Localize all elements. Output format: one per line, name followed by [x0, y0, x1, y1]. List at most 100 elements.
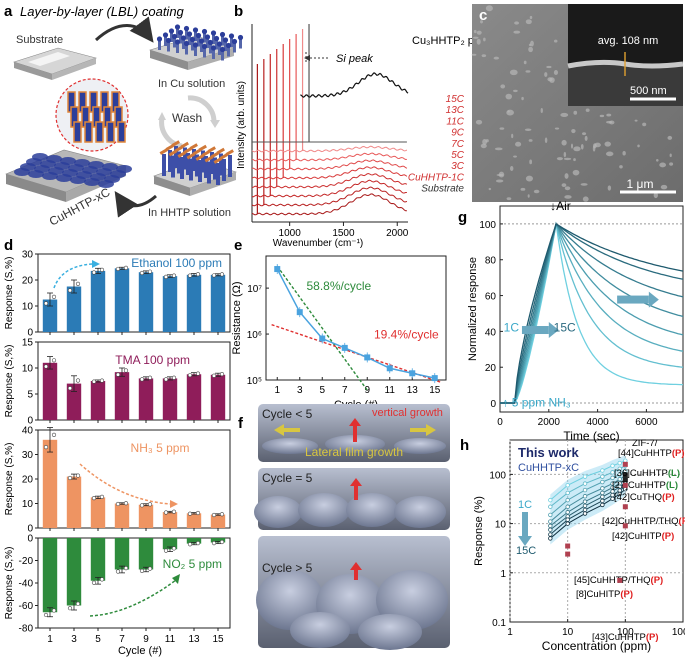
- sem-grain: [499, 127, 505, 130]
- d-replicate-point: [139, 270, 145, 276]
- cu-pillar: [203, 47, 206, 58]
- h-literature-point: [622, 482, 628, 488]
- b-xtick-label: 1500: [332, 228, 355, 239]
- zoom-column: [84, 121, 93, 143]
- d-replicate-point: [43, 612, 49, 618]
- cu-ion-dot: [165, 37, 172, 44]
- h-this-work-point: [600, 474, 605, 479]
- spectrum-trace: [251, 186, 408, 207]
- hhtp-block: [153, 140, 237, 196]
- sem-grain: [585, 108, 590, 112]
- sem-grain: [475, 119, 483, 125]
- hhtp-pillar: [228, 155, 232, 177]
- cu-ion-dot: [216, 41, 223, 47]
- sem-grain: [560, 112, 569, 118]
- g-trend-arrow-body: [617, 295, 649, 304]
- hhtp-pillar: [222, 159, 226, 181]
- h-this-work-point: [548, 532, 553, 537]
- b-trace-label: 13C: [446, 105, 465, 116]
- e-data-point: [341, 344, 348, 351]
- d-replicate-point: [195, 541, 201, 546]
- d-replicate-point: [187, 542, 193, 547]
- cu-pillar: [197, 36, 200, 47]
- hhtp-ligand: [177, 151, 186, 158]
- h-literature-tag: (P): [679, 516, 685, 527]
- d-replicate-point: [187, 373, 193, 378]
- cu-pillar: [158, 40, 161, 50]
- film-dome: [46, 155, 62, 163]
- d-replicate-point: [195, 371, 201, 376]
- d-replicate-point: [67, 386, 73, 391]
- substrate-label: Substrate: [16, 34, 63, 46]
- d-replicate-point: [219, 272, 225, 277]
- panel-a-title: Layer-by-layer (LBL) coating: [20, 4, 185, 19]
- d-frame: [37, 253, 231, 333]
- d-replicate-point: [171, 375, 177, 380]
- e-data-point: [319, 335, 326, 342]
- cu-pillar: [227, 46, 230, 57]
- spectrum-trace: [251, 172, 408, 189]
- hhtp-ligand: [204, 155, 213, 163]
- panel-c-letter: c: [479, 7, 487, 24]
- e-xtick-label: 3: [297, 385, 303, 396]
- hhtp-pillar: [207, 161, 211, 184]
- d-replicate-point: [91, 580, 97, 585]
- powder-trace: [300, 72, 409, 98]
- cu-ion-dot: [219, 31, 226, 38]
- h-this-work-point: [600, 502, 605, 508]
- sem-grain: [530, 40, 534, 47]
- d-replicate-point: [123, 368, 129, 373]
- g-response-curve: [500, 222, 684, 404]
- h-literature-label: [45]CuHHTP/THQ(P): [574, 575, 663, 586]
- d-replicate-point: [43, 301, 49, 306]
- d-bar: [210, 274, 226, 332]
- sem-grain: [599, 114, 605, 118]
- h-literature-label: [42]CuTHQ(P): [614, 492, 675, 503]
- cu-ion-dot: [168, 28, 175, 34]
- hhtp-ligand: [201, 150, 210, 157]
- cu-pillar: [176, 43, 179, 53]
- sem-grain: [573, 110, 578, 115]
- sem-grain: [607, 185, 612, 191]
- cu-ion-dot: [174, 39, 181, 45]
- sem-grain: [669, 162, 674, 166]
- d-replicate-point: [43, 364, 49, 369]
- g-ytick-label: 80: [485, 256, 497, 267]
- cu-pillar: [188, 35, 191, 45]
- sem-grain: [659, 162, 667, 168]
- g-response-curve: [500, 222, 684, 404]
- h-this-work-point: [565, 517, 570, 522]
- panel-a: a Layer-by-layer (LBL) coating Substrate…: [4, 3, 244, 229]
- h-literature-name: [45]CuHHTP/THQ: [574, 575, 651, 586]
- h-this-work-point: [600, 490, 605, 496]
- sem-grain: [582, 196, 589, 202]
- h-this-work-point: [582, 474, 588, 479]
- hhtp-ligand: [216, 147, 225, 155]
- d-replicate-point: [115, 372, 121, 377]
- h-ytick-label: 0.1: [492, 618, 506, 629]
- arrow-to-product: [114, 191, 157, 218]
- cu-ion-dots: [156, 24, 244, 61]
- h-this-work-point: [617, 476, 622, 482]
- cu-pillar: [203, 32, 206, 43]
- d-bar: [66, 383, 82, 420]
- d-bar: [90, 538, 106, 581]
- cu-ion-dot: [186, 31, 193, 37]
- sem-grain: [513, 89, 518, 93]
- sem-grain: [554, 127, 560, 130]
- h-literature-name: [27]CuHHTP: [612, 480, 666, 491]
- cu-ion-dot: [207, 39, 214, 46]
- d-replicate-point: [51, 432, 57, 438]
- d-replicate-point: [123, 566, 129, 571]
- g-response-curve: [500, 221, 684, 404]
- film-dome: [88, 161, 104, 169]
- hhtp-pillar: [198, 160, 202, 182]
- d-replicate-point: [147, 502, 153, 507]
- sem-grain: [520, 187, 526, 191]
- h-this-work-point: [600, 468, 605, 473]
- cu-pillar: [176, 28, 179, 38]
- d-replicate-point: [195, 272, 201, 277]
- d-replicate-point: [171, 509, 177, 514]
- d-replicate-point: [163, 510, 169, 515]
- h-literature-point: [622, 472, 628, 478]
